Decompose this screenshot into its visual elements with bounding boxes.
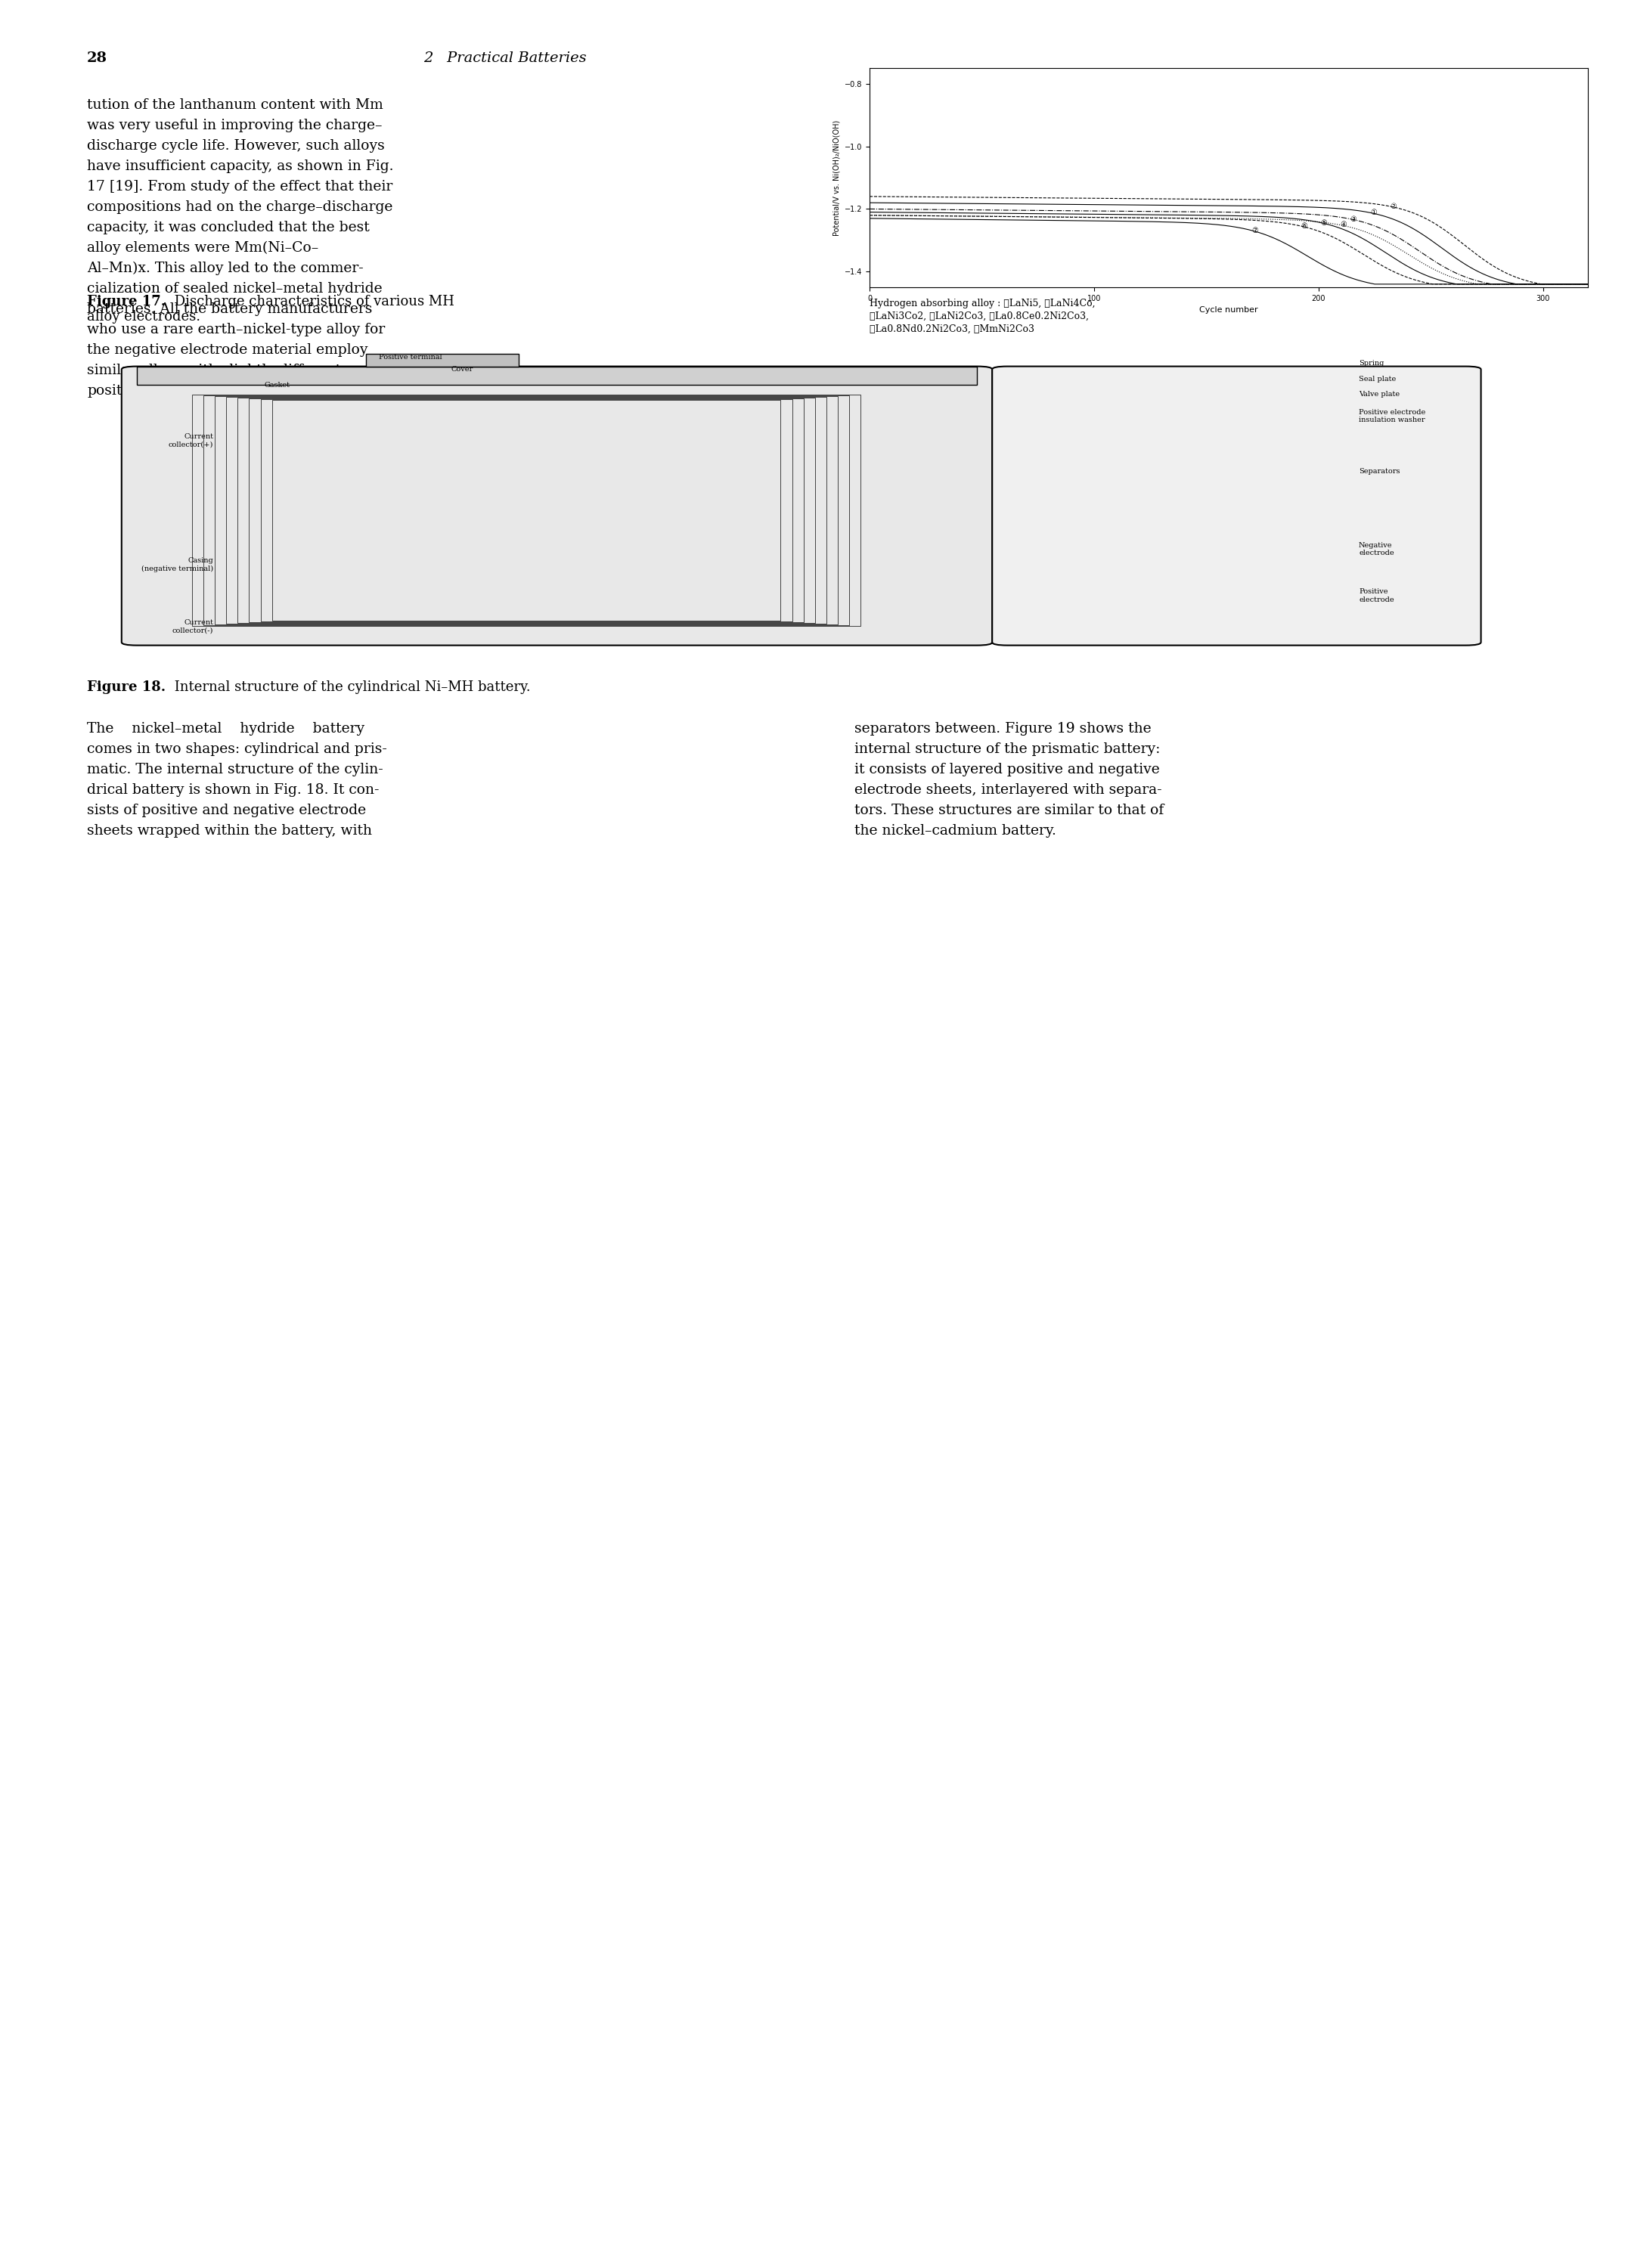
Text: cialization of sealed nickel–metal hydride: cialization of sealed nickel–metal hydri… [87,281,382,295]
Text: Spring: Spring [1359,361,1384,367]
Text: ⑥La0.8Nd0.2Ni2Co3, ⑦MmNi2Co3: ⑥La0.8Nd0.2Ni2Co3, ⑦MmNi2Co3 [869,324,1034,333]
Text: Positive terminal: Positive terminal [379,354,443,361]
Bar [191,395,861,626]
Text: it consists of layered positive and negative: it consists of layered positive and nega… [855,762,1160,776]
Text: The    nickel–metal    hydride    battery: The nickel–metal hydride battery [87,721,364,735]
Text: alloy electrodes.: alloy electrodes. [87,311,201,324]
Text: ③: ③ [1350,215,1356,222]
Text: Positive electrode
insulation washer: Positive electrode insulation washer [1359,408,1425,424]
Text: ⑦: ⑦ [1252,227,1258,234]
Bar [260,399,792,621]
Text: the negative electrode material employ: the negative electrode material employ [87,342,368,356]
Text: internal structure of the prismatic battery:: internal structure of the prismatic batt… [855,742,1160,755]
Text: sheets wrapped within the battery, with: sheets wrapped within the battery, with [87,823,373,837]
Text: who use a rare earth–nickel-type alloy for: who use a rare earth–nickel-type alloy f… [87,322,386,336]
Text: 28: 28 [87,52,108,66]
Text: alloy elements were Mm(Ni–Co–: alloy elements were Mm(Ni–Co– [87,240,319,254]
Text: the nickel–cadmium battery.: the nickel–cadmium battery. [855,823,1056,837]
Text: Current
collector(-): Current collector(-) [172,619,212,635]
Text: Gasket: Gasket [263,381,289,388]
Text: was very useful in improving the charge–: was very useful in improving the charge– [87,118,382,132]
Text: Casing
(negative terminal): Casing (negative terminal) [141,558,212,572]
Text: capacity, it was concluded that the best: capacity, it was concluded that the best [87,220,369,234]
Text: electrode sheets, interlayered with separa-: electrode sheets, interlayered with sepa… [855,782,1162,796]
Text: Valve plate: Valve plate [1359,390,1400,397]
Text: Discharge characteristics of various MH: Discharge characteristics of various MH [170,295,454,308]
Bar [248,399,804,621]
Text: matic. The internal structure of the cylin-: matic. The internal structure of the cyl… [87,762,382,776]
Text: Separators: Separators [1359,469,1400,476]
Y-axis label: Potential/V vs. Ni(OH)₂/NiO(OH): Potential/V vs. Ni(OH)₂/NiO(OH) [833,120,840,236]
Text: discharge cycle life. However, such alloys: discharge cycle life. However, such allo… [87,138,384,152]
Text: Hydrogen absorbing alloy : ①LaNi5, ②LaNi4Co,: Hydrogen absorbing alloy : ①LaNi5, ②LaNi… [869,299,1095,308]
Text: drical battery is shown in Fig. 18. It con-: drical battery is shown in Fig. 18. It c… [87,782,379,796]
Text: have insufficient capacity, as shown in Fig.: have insufficient capacity, as shown in … [87,159,394,172]
Text: Positive
electrode: Positive electrode [1359,587,1394,603]
Text: compositions had on the charge–discharge: compositions had on the charge–discharge [87,200,392,213]
X-axis label: Cycle number: Cycle number [1199,306,1258,313]
Text: ⑥: ⑥ [1301,222,1307,229]
FancyBboxPatch shape [121,367,992,646]
Text: ⑤: ⑤ [1320,220,1327,227]
Bar [214,397,838,624]
Text: Figure 18.: Figure 18. [87,680,165,694]
Text: ③LaNi3Co2, ④LaNi2Co3, ⑤La0.8Ce0.2Ni2Co3,: ③LaNi3Co2, ④LaNi2Co3, ⑤La0.8Ce0.2Ni2Co3, [869,311,1088,322]
Bar [237,397,815,624]
Text: similar alloys with slightly different com-: similar alloys with slightly different c… [87,363,381,376]
Text: batteries. All the battery manufacturers: batteries. All the battery manufacturers [87,302,373,315]
Text: Internal structure of the cylindrical Ni–MH battery.: Internal structure of the cylindrical Ni… [170,680,531,694]
Text: 17 [19]. From study of the effect that their: 17 [19]. From study of the effect that t… [87,179,392,193]
Text: Seal plate: Seal plate [1359,374,1395,381]
Text: ②: ② [1391,202,1397,211]
Text: 2   Practical Batteries: 2 Practical Batteries [423,52,587,66]
Text: positions.: positions. [87,383,155,397]
Text: Current
collector(+): Current collector(+) [168,433,212,449]
Bar [366,354,518,367]
Text: Negative
electrode: Negative electrode [1359,542,1394,556]
Text: Figure 17.: Figure 17. [87,295,165,308]
Bar [203,395,850,626]
Text: Cover: Cover [451,365,472,372]
Bar [225,397,827,624]
Text: ①: ① [1369,209,1376,215]
FancyBboxPatch shape [992,367,1480,646]
Text: Al–Mn)x. This alloy led to the commer-: Al–Mn)x. This alloy led to the commer- [87,261,363,274]
Bar [271,399,781,621]
Text: tors. These structures are similar to that of: tors. These structures are similar to th… [855,803,1163,816]
Text: ④: ④ [1340,220,1346,229]
Text: separators between. Figure 19 shows the: separators between. Figure 19 shows the [855,721,1152,735]
Text: sists of positive and negative electrode: sists of positive and negative electrode [87,803,366,816]
Text: comes in two shapes: cylindrical and pris-: comes in two shapes: cylindrical and pri… [87,742,387,755]
Bar [137,367,977,386]
Text: tution of the lanthanum content with Mm: tution of the lanthanum content with Mm [87,98,382,111]
